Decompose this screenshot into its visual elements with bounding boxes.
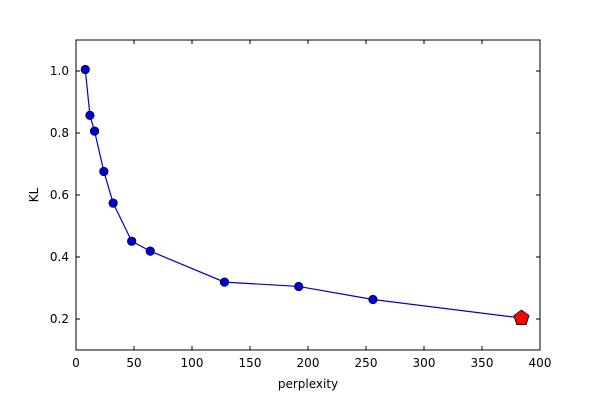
x-tick-label: 400: [529, 356, 552, 370]
y-tick-label: 0.4: [50, 250, 69, 264]
data-point: [80, 64, 90, 75]
x-tick-label: 0: [72, 356, 80, 370]
data-point: [127, 236, 137, 246]
highlight-point: [513, 309, 530, 325]
x-tick-label: 300: [413, 356, 436, 370]
plot-frame: [75, 39, 541, 351]
x-tick-label: 100: [181, 356, 204, 370]
data-point: [145, 246, 155, 256]
data-point: [294, 281, 304, 292]
data-point: [99, 166, 109, 177]
data-point: [368, 294, 378, 305]
data-point: [85, 110, 95, 120]
x-tick-label: 50: [126, 356, 141, 370]
x-tick-label: 250: [355, 356, 378, 370]
x-tick-label: 150: [239, 356, 262, 370]
x-tick-label: 200: [297, 356, 320, 370]
plot-background: [76, 40, 540, 350]
data-point: [89, 126, 100, 136]
y-tick-label: 0.2: [50, 312, 69, 326]
x-tick-label: 350: [471, 356, 494, 370]
series-layer: [80, 64, 530, 325]
y-tick-label: 1.0: [50, 64, 69, 78]
y-tick-label: 0.8: [50, 126, 69, 140]
data-point: [108, 198, 118, 208]
y-tick-label: 0.6: [50, 188, 69, 202]
data-point: [219, 277, 230, 287]
y-axis-label: KL: [27, 187, 41, 202]
x-axis-label: perplexity: [278, 377, 338, 391]
ticks-layer: 0 50 100 150 200 250 300 350 400 0.2 0.4 0.6 0.8 1.0: [50, 40, 552, 370]
